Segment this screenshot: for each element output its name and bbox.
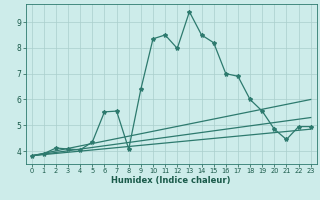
X-axis label: Humidex (Indice chaleur): Humidex (Indice chaleur) [111,176,231,185]
